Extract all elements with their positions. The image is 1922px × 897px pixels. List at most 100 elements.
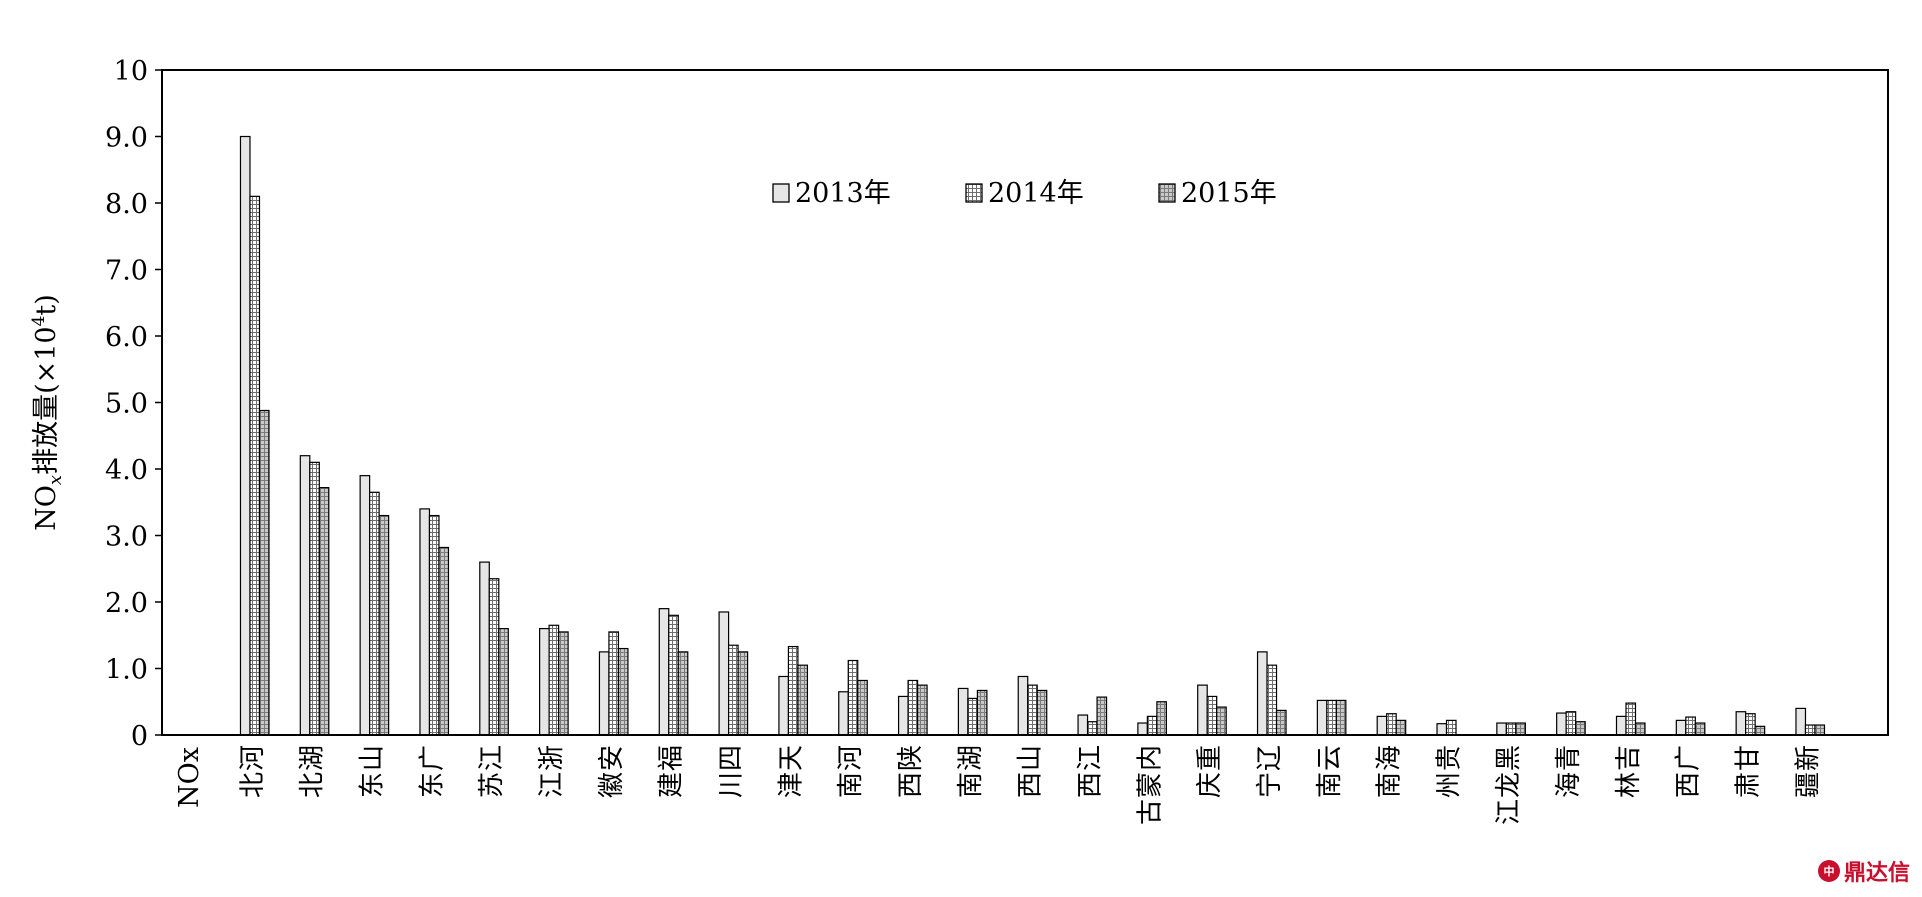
x-label-22-char: 龙 xyxy=(1494,772,1524,798)
x-label-11-char: 河 xyxy=(836,745,866,771)
x-label-4-char: 东 xyxy=(417,772,447,798)
x-label-8-char: 建 xyxy=(657,772,687,798)
bar-2-3 xyxy=(369,491,380,736)
watermark-badge-icon: 中 xyxy=(1817,860,1840,882)
x-label-21-char: 贵 xyxy=(1434,745,1464,771)
bar-1-18 xyxy=(1256,651,1268,736)
bar-2-13 xyxy=(967,697,979,736)
x-label-22-char: 江 xyxy=(1494,799,1524,825)
y-tick-label: 9.0 xyxy=(105,123,148,154)
bar-2-8 xyxy=(668,614,679,736)
x-label-10: 天津 xyxy=(776,745,806,798)
x-label-1-char: 北 xyxy=(238,772,268,798)
bar-2-4 xyxy=(428,514,440,736)
x-label-5-char: 苏 xyxy=(477,772,507,798)
x-label-25: 广西 xyxy=(1674,745,1704,798)
x-label-17-char: 重 xyxy=(1195,745,1225,771)
x-label-7-char: 徽 xyxy=(597,772,627,798)
bar-3-18 xyxy=(1275,709,1287,736)
bar-3-7 xyxy=(617,647,629,736)
y-tick-label: 0 xyxy=(131,721,148,752)
bar-3-20 xyxy=(1395,719,1407,736)
x-label-16-char: 古 xyxy=(1135,799,1165,825)
x-label-13: 湖南 xyxy=(956,745,986,798)
x-label-26: 甘肃 xyxy=(1734,745,1764,798)
x-label-24: 吉林 xyxy=(1614,745,1644,798)
x-label-4-char: 广 xyxy=(417,745,447,771)
x-label-20-char: 海 xyxy=(1375,745,1405,771)
bar-1-2 xyxy=(299,455,311,736)
y-axis-label: NOx排放量(×104t) xyxy=(29,294,66,531)
x-label-27-char: 新 xyxy=(1793,745,1823,771)
bar-3-16 xyxy=(1156,701,1167,736)
legend-label-3: 2015年 xyxy=(1181,178,1277,209)
x-label-22: 黑龙江 xyxy=(1494,745,1524,825)
bar-1-17 xyxy=(1197,684,1208,736)
x-label-25-char: 广 xyxy=(1674,745,1704,771)
bar-2-11 xyxy=(847,659,859,736)
x-label-2-char: 北 xyxy=(298,772,328,798)
bar-1-4 xyxy=(419,508,431,736)
x-label-14-char: 山 xyxy=(1016,745,1046,771)
bar-2-25 xyxy=(1685,716,1696,736)
y-tick-label: 2.0 xyxy=(105,588,148,619)
x-label-8: 福建 xyxy=(657,745,687,798)
x-label-19: 云南 xyxy=(1315,745,1345,798)
x-label-nox-text: NOx xyxy=(174,747,205,808)
x-label-9: 四川 xyxy=(716,745,746,798)
bar-3-4 xyxy=(438,546,450,736)
bar-3-3 xyxy=(378,514,390,736)
bar-2-17 xyxy=(1206,695,1218,736)
x-label-20: 海南 xyxy=(1375,745,1405,798)
bar-1-22 xyxy=(1496,722,1507,736)
x-label-15: 江西 xyxy=(1075,745,1105,798)
x-label-10-char: 津 xyxy=(776,772,806,798)
bar-1-27 xyxy=(1795,707,1807,736)
x-label-24-char: 吉 xyxy=(1614,745,1644,771)
x-label-8-char: 福 xyxy=(657,745,687,771)
x-label-15-char: 江 xyxy=(1075,745,1105,771)
x-label-23-char: 海 xyxy=(1554,772,1584,798)
bar-3-2 xyxy=(318,487,330,736)
x-label-5: 江苏 xyxy=(477,745,507,798)
x-label-27-char: 疆 xyxy=(1793,772,1823,798)
bar-2-26 xyxy=(1745,713,1756,736)
bar-3-12 xyxy=(916,684,928,736)
x-label-21: 贵州 xyxy=(1434,745,1464,798)
y-tick-label: 3.0 xyxy=(105,522,148,553)
x-label-11: 河南 xyxy=(836,745,866,798)
x-label-3-char: 东 xyxy=(358,772,388,798)
x-label-6-char: 浙 xyxy=(537,745,567,771)
bar-3-9 xyxy=(737,651,749,736)
x-label-16: 内蒙古 xyxy=(1135,745,1165,825)
x-label-16-char: 蒙 xyxy=(1135,772,1165,798)
x-label-14-char: 西 xyxy=(1016,772,1046,798)
watermark-text: 鼎达信 xyxy=(1843,861,1910,886)
y-tick-label: 8.0 xyxy=(105,189,148,220)
bar-2-27 xyxy=(1804,724,1816,736)
bar-1-11 xyxy=(838,691,849,736)
x-label-19-char: 云 xyxy=(1315,745,1345,771)
bar-1-24 xyxy=(1615,715,1627,736)
legend-swatch-1 xyxy=(772,183,790,203)
bar-2-10 xyxy=(787,645,799,736)
legend-label-2: 2014年 xyxy=(988,178,1084,209)
bar-3-19 xyxy=(1335,699,1347,736)
bar-2-5 xyxy=(488,578,500,736)
bar-1-3 xyxy=(359,475,371,736)
bar-1-26 xyxy=(1735,711,1747,736)
bar-3-6 xyxy=(558,631,569,736)
bar-3-11 xyxy=(857,679,868,736)
bar-1-1 xyxy=(239,135,251,736)
bar-2-14 xyxy=(1027,684,1038,736)
bar-1-8 xyxy=(658,608,670,736)
bar-1-5 xyxy=(479,561,490,736)
bar-3-24 xyxy=(1634,722,1646,736)
y-tick-label: 5.0 xyxy=(105,389,148,420)
x-label-18-char: 宁 xyxy=(1255,772,1285,798)
bar-3-5 xyxy=(498,627,509,736)
bar-3-15 xyxy=(1096,696,1108,736)
x-label-27: 新疆 xyxy=(1793,745,1823,798)
bar-1-19 xyxy=(1316,699,1328,736)
